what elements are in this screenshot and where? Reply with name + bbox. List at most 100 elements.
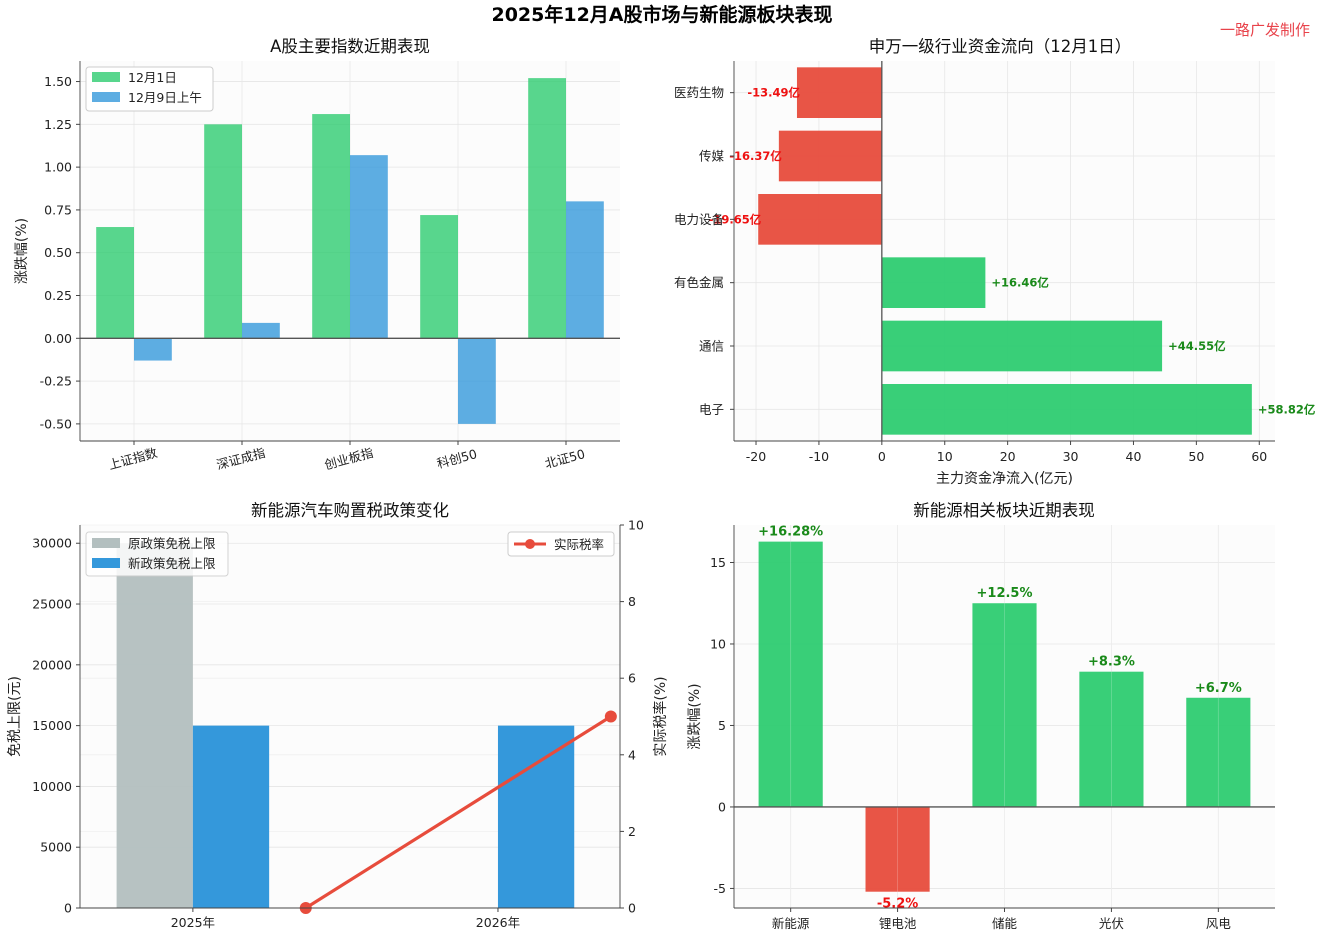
gain-bar bbox=[1079, 671, 1144, 807]
x-tick-label: 新能源 bbox=[772, 916, 810, 931]
y-tick-label: 15 bbox=[710, 555, 726, 570]
bar-dec1 bbox=[96, 227, 134, 339]
x-tick-label: 20 bbox=[1000, 449, 1016, 464]
value-label: +16.28% bbox=[758, 525, 823, 540]
x-tick-label: 风电 bbox=[1206, 916, 1232, 931]
legend-label: 新政策免税上限 bbox=[128, 556, 216, 571]
y-tick-label: 5 bbox=[718, 718, 726, 733]
bar-dec1 bbox=[312, 114, 350, 339]
legend-label: 原政策免税上限 bbox=[128, 536, 216, 551]
x-tick-label: -10 bbox=[809, 449, 829, 464]
gain-bar bbox=[1186, 697, 1251, 807]
value-label: +16.46亿 bbox=[991, 276, 1049, 290]
y-tick-label: 25000 bbox=[32, 597, 72, 612]
y-tick-label: 10 bbox=[710, 636, 726, 651]
x-tick-label: -20 bbox=[746, 449, 766, 464]
x-axis-label: 主力资金净流入(亿元) bbox=[936, 471, 1073, 487]
x-tick-label: 上证指数 bbox=[107, 445, 160, 473]
y-tick-label: 电力设备 bbox=[674, 212, 725, 227]
x-tick-label: 60 bbox=[1251, 449, 1267, 464]
loss-bar bbox=[865, 806, 930, 892]
inflow-bar bbox=[881, 384, 1252, 435]
bar-dec9 bbox=[458, 338, 496, 424]
figure-title: 2025年12月A股市场与新能源板块表现 bbox=[491, 3, 832, 26]
x-tick-label: 40 bbox=[1126, 449, 1142, 464]
y-tick-label: 传媒 bbox=[699, 149, 725, 164]
tax-rate-point bbox=[604, 710, 617, 723]
value-label: -16.37亿 bbox=[729, 149, 782, 163]
legend-swatch bbox=[92, 558, 120, 568]
x-tick-label: 深证成指 bbox=[215, 445, 267, 472]
y2-axis-label: 实际税率(%) bbox=[652, 676, 669, 756]
legend-line: 实际税率 bbox=[507, 531, 615, 557]
x-tick-label: 2026年 bbox=[476, 915, 520, 930]
y-tick-label: -0.50 bbox=[40, 416, 72, 431]
tax-rate-line bbox=[304, 715, 612, 910]
y2-tick-label: 8 bbox=[628, 594, 636, 609]
y2-tick-label: 2 bbox=[628, 824, 636, 839]
inflow-bar bbox=[881, 320, 1163, 372]
y-tick-label: 0.50 bbox=[44, 245, 72, 260]
value-label: -19.65亿 bbox=[709, 212, 762, 226]
y-tick-label: 0 bbox=[718, 799, 726, 814]
y2-tick-label: 10 bbox=[628, 518, 644, 533]
x-tick-label: 科创50 bbox=[435, 446, 478, 471]
outflow-bar bbox=[758, 194, 882, 245]
bar-dec9 bbox=[134, 338, 172, 361]
legend: 12月1日 12月9日上午 bbox=[85, 66, 214, 112]
y-tick-label: -0.25 bbox=[40, 374, 72, 389]
x-tick-label: 2025年 bbox=[171, 915, 215, 930]
y-tick-label: 0.25 bbox=[44, 288, 72, 303]
y-tick-label: 10000 bbox=[32, 779, 72, 794]
x-tick-label: 储能 bbox=[992, 916, 1018, 931]
legend-swatch bbox=[92, 538, 120, 548]
y-tick-label: 通信 bbox=[699, 339, 724, 354]
new-policy-bar bbox=[497, 725, 575, 908]
chart-title: 申万一级行业资金流向（12月1日） bbox=[869, 37, 1132, 56]
y-tick-label: 0.00 bbox=[44, 331, 72, 346]
y-axis-label: 涨跌幅(%) bbox=[687, 683, 703, 749]
old-policy-bar bbox=[116, 543, 193, 908]
chart-title: 新能源相关板块近期表现 bbox=[913, 501, 1095, 520]
gain-bar bbox=[758, 541, 823, 807]
y-tick-label: 20000 bbox=[32, 657, 72, 672]
watermark: 一路广发制作 bbox=[1220, 21, 1310, 39]
x-tick-label: 创业板指 bbox=[323, 445, 375, 472]
bar-dec9 bbox=[350, 155, 388, 339]
y-tick-label: 0.75 bbox=[44, 202, 72, 217]
x-tick-label: 光伏 bbox=[1099, 916, 1125, 931]
value-label: +58.82亿 bbox=[1258, 402, 1316, 416]
legend-box bbox=[85, 531, 229, 577]
panel-industry-fund-flow: -20 -10 0 10 20 30 40 50 60 +58.82亿 电子 +44.55亿 通信 +16… bbox=[674, 37, 1316, 487]
y-tick-label: 1.00 bbox=[44, 160, 72, 175]
value-label: +8.3% bbox=[1088, 655, 1135, 670]
panel-purchase-tax-policy: 0 5000 10000 15000 20000 25000 30000 0 2 4 6 8 10 202… bbox=[7, 501, 669, 930]
y-tick-label: 30000 bbox=[32, 536, 72, 551]
y-tick-label: 医药生物 bbox=[674, 85, 724, 100]
chart-title: A股主要指数近期表现 bbox=[270, 37, 430, 56]
bar-dec1 bbox=[204, 124, 242, 339]
legend-marker bbox=[525, 539, 535, 549]
y-tick-label: 电子 bbox=[699, 402, 724, 417]
panel-new-energy-sectors: -5051015+16.28%新能源-5.2%锂电池+12.5%储能+8.3%光… bbox=[687, 501, 1275, 931]
new-policy-bar bbox=[192, 725, 270, 908]
value-label: -13.49亿 bbox=[747, 86, 800, 100]
x-tick-label: 30 bbox=[1063, 449, 1079, 464]
y-tick-label: 0 bbox=[64, 901, 72, 916]
legend-swatch bbox=[92, 92, 120, 102]
bar-dec9 bbox=[566, 201, 604, 339]
y-axis-label: 免税上限(元) bbox=[7, 676, 23, 757]
bar-dec1 bbox=[420, 215, 458, 339]
legend-swatch bbox=[92, 72, 120, 82]
y-tick-label: 有色金属 bbox=[674, 275, 724, 290]
y-tick-label: 15000 bbox=[32, 718, 72, 733]
plot-area bbox=[734, 61, 1275, 441]
legend-box bbox=[507, 531, 615, 557]
x-tick-label: 50 bbox=[1188, 449, 1204, 464]
inflow-bar bbox=[881, 257, 986, 308]
legend-label: 12月1日 bbox=[128, 70, 177, 85]
y2-tick-label: 4 bbox=[628, 747, 636, 762]
x-tick-label: 0 bbox=[878, 449, 886, 464]
